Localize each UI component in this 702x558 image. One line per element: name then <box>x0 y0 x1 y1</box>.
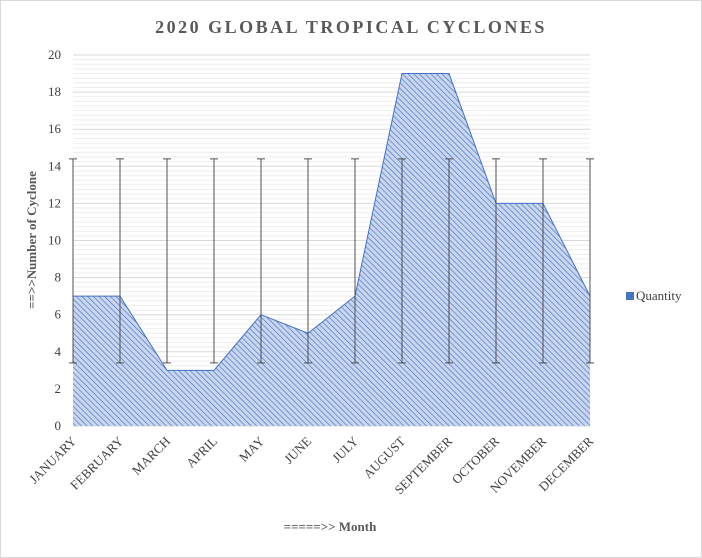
legend: Quantity <box>626 288 682 303</box>
error-bar-january <box>69 158 77 364</box>
x-tick-label: AUGUST <box>360 433 408 481</box>
error-bar-december <box>586 158 594 364</box>
error-bar-september <box>445 158 453 364</box>
error-bar-may <box>257 158 265 364</box>
y-tick-label: 6 <box>55 307 62 322</box>
error-bar-november <box>539 158 547 364</box>
y-tick-label: 4 <box>55 344 62 359</box>
x-tick-label: MARCH <box>129 434 173 478</box>
error-bars <box>69 158 594 364</box>
x-axis-label: =====>> Month <box>284 519 377 534</box>
x-tick-label: JUNE <box>281 433 314 466</box>
y-tick-label: 16 <box>48 121 62 136</box>
y-tick-label: 8 <box>55 270 62 285</box>
y-tick-label: 20 <box>48 47 61 62</box>
y-tick-label: 12 <box>48 195 61 210</box>
area-top-line <box>73 73 591 371</box>
error-bar-october <box>492 158 500 364</box>
y-tick-label: 10 <box>48 233 61 248</box>
area-fill <box>73 73 590 427</box>
y-tick-label: 14 <box>48 158 62 173</box>
error-bar-april <box>210 158 218 364</box>
x-tick-label: MAY <box>236 433 268 465</box>
legend-swatch <box>626 292 634 300</box>
y-axis-ticks: 0 2 4 6 8 10 12 14 16 18 20 <box>48 47 62 433</box>
x-tick-label: APRIL <box>183 433 220 470</box>
error-bar-august <box>398 158 406 364</box>
chart-title: 2020 GLOBAL TROPICAL CYCLONES <box>155 17 547 37</box>
legend-label: Quantity <box>636 288 682 303</box>
y-tick-label: 2 <box>55 381 62 396</box>
error-bar-march <box>163 158 171 364</box>
error-bar-july <box>351 158 359 364</box>
y-tick-label: 0 <box>55 418 62 433</box>
error-bar-june <box>304 158 312 364</box>
y-tick-label: 18 <box>48 84 61 99</box>
area-series <box>73 73 591 427</box>
x-tick-label: JULY <box>329 433 362 466</box>
y-axis-label: ==>>Number of Cyclone <box>24 171 39 309</box>
error-bar-february <box>116 158 124 364</box>
